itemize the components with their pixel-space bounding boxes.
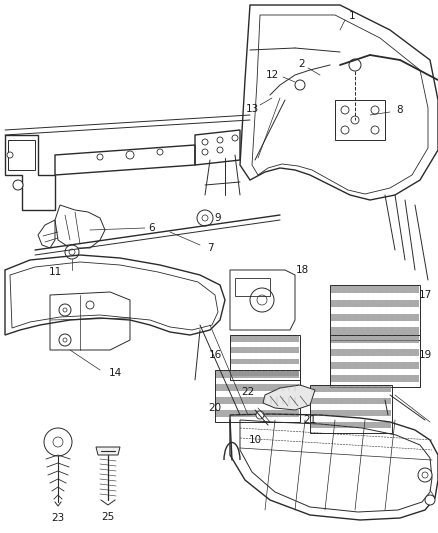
Circle shape xyxy=(371,126,379,134)
Text: 6: 6 xyxy=(148,223,155,233)
Circle shape xyxy=(63,308,67,312)
Polygon shape xyxy=(263,385,315,410)
Circle shape xyxy=(53,437,63,447)
Circle shape xyxy=(7,152,13,158)
Text: 19: 19 xyxy=(418,350,431,360)
Polygon shape xyxy=(96,447,120,455)
Circle shape xyxy=(341,106,349,114)
Circle shape xyxy=(202,215,208,221)
Circle shape xyxy=(44,428,72,456)
Circle shape xyxy=(202,149,208,155)
Circle shape xyxy=(257,295,267,305)
Text: 9: 9 xyxy=(215,213,221,223)
Circle shape xyxy=(341,126,349,134)
Text: 8: 8 xyxy=(397,105,403,115)
Circle shape xyxy=(232,135,238,141)
Text: 12: 12 xyxy=(265,70,279,80)
Circle shape xyxy=(256,411,264,419)
Circle shape xyxy=(295,80,305,90)
Text: 1: 1 xyxy=(349,11,355,21)
Circle shape xyxy=(126,151,134,159)
Circle shape xyxy=(59,304,71,316)
Circle shape xyxy=(197,210,213,226)
Circle shape xyxy=(425,495,435,505)
Text: 22: 22 xyxy=(241,387,254,397)
Circle shape xyxy=(371,106,379,114)
Text: 13: 13 xyxy=(245,104,258,114)
Circle shape xyxy=(351,116,359,124)
Circle shape xyxy=(69,249,75,255)
Text: 18: 18 xyxy=(295,265,309,275)
Circle shape xyxy=(65,245,79,259)
Circle shape xyxy=(63,338,67,342)
Text: 23: 23 xyxy=(51,513,65,523)
Circle shape xyxy=(59,334,71,346)
Text: 17: 17 xyxy=(418,290,431,300)
Text: 7: 7 xyxy=(207,243,213,253)
Text: 10: 10 xyxy=(248,435,261,445)
Circle shape xyxy=(422,472,428,478)
Text: 16: 16 xyxy=(208,350,222,360)
Circle shape xyxy=(202,139,208,145)
Text: 25: 25 xyxy=(101,512,115,522)
Text: 2: 2 xyxy=(299,59,305,69)
Circle shape xyxy=(217,147,223,153)
Text: 21: 21 xyxy=(304,415,317,425)
Circle shape xyxy=(250,288,274,312)
Circle shape xyxy=(86,301,94,309)
Text: 14: 14 xyxy=(108,368,122,378)
Text: 20: 20 xyxy=(208,403,222,413)
Circle shape xyxy=(13,180,23,190)
Circle shape xyxy=(217,137,223,143)
Text: 11: 11 xyxy=(48,267,62,277)
Circle shape xyxy=(157,149,163,155)
Circle shape xyxy=(349,59,361,71)
Circle shape xyxy=(418,468,432,482)
Circle shape xyxy=(97,154,103,160)
Text: 3: 3 xyxy=(437,498,438,508)
